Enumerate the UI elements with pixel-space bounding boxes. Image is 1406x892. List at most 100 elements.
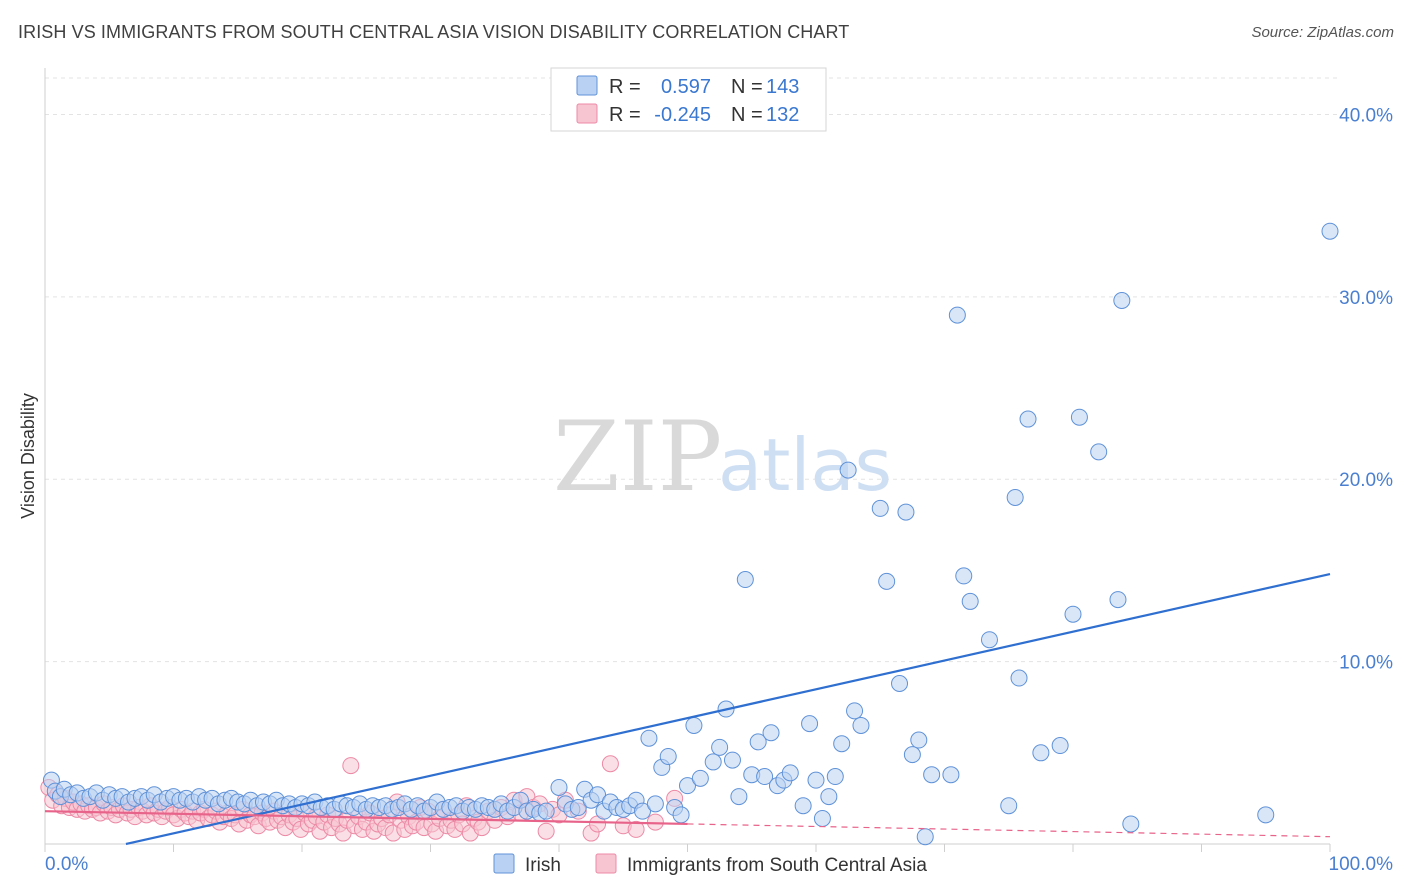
series-legend-swatch-asia <box>595 853 617 874</box>
asia-point-129 <box>601 755 619 773</box>
y-tick-label-3: 40.0% <box>1339 105 1393 126</box>
legend-swatch-irish <box>576 75 598 96</box>
legend-swatch-asia <box>576 103 598 124</box>
legend-n-value-asia: 132 <box>766 104 799 126</box>
irish-point-92 <box>634 802 652 820</box>
irish-point-142 <box>1032 744 1050 762</box>
series-irish-points <box>42 222 1339 846</box>
x-tick-labels: 0.0% 100.0% <box>45 854 1393 875</box>
irish-point-144 <box>1064 605 1082 623</box>
trend-lines <box>44 573 1331 846</box>
irish-point-141 <box>1019 410 1037 428</box>
irish-point-128 <box>897 503 915 521</box>
legend-r-value-irish: 0.597 <box>661 76 711 98</box>
axes <box>44 68 1331 852</box>
irish-point-145 <box>1070 408 1088 426</box>
irish-point-143 <box>1051 737 1069 755</box>
irish-point-109 <box>749 733 767 751</box>
series-legend-label-irish: Irish <box>525 855 561 876</box>
irish-point-149 <box>1122 815 1140 833</box>
irish-point-131 <box>916 828 934 846</box>
irish-point-100 <box>685 716 703 734</box>
asia-trend-line-dashed <box>687 823 1331 838</box>
irish-point-103 <box>711 738 729 756</box>
irish-point-118 <box>813 809 831 827</box>
legend-n-label-asia: N = <box>731 104 763 126</box>
asia-point-78 <box>342 757 360 775</box>
irish-point-150 <box>1257 806 1275 824</box>
legend-r-label-asia: R = <box>609 104 641 126</box>
asia-point-131 <box>627 820 645 838</box>
watermark: ZIP atlas <box>553 401 892 513</box>
legend-r-value-asia: -0.245 <box>654 104 711 126</box>
irish-point-123 <box>846 702 864 720</box>
irish-point-138 <box>1000 797 1018 815</box>
irish-point-139 <box>1006 488 1024 506</box>
legend-n-value-irish: 143 <box>766 76 799 98</box>
irish-point-137 <box>980 631 998 649</box>
asia-point-122 <box>537 822 555 840</box>
irish-point-116 <box>801 715 819 733</box>
irish-point-133 <box>942 766 960 784</box>
x-tick-label-0: 0.0% <box>45 854 88 875</box>
irish-point-110 <box>756 768 774 786</box>
chart-title: IRISH VS IMMIGRANTS FROM SOUTH CENTRAL A… <box>18 22 850 42</box>
irish-point-132 <box>923 766 941 784</box>
irish-point-111 <box>762 724 780 742</box>
irish-point-147 <box>1109 591 1127 609</box>
irish-point-125 <box>871 499 889 517</box>
irish-point-148 <box>1113 292 1131 310</box>
x-tick-label-1: 100.0% <box>1329 854 1394 875</box>
legend-n-label-irish: N = <box>731 76 763 98</box>
irish-point-101 <box>691 769 709 787</box>
irish-point-119 <box>820 788 838 806</box>
series-legend-swatch-irish <box>493 853 515 874</box>
irish-point-129 <box>903 746 921 764</box>
irish-point-93 <box>640 729 658 747</box>
asia-trend-line <box>44 810 688 826</box>
irish-point-106 <box>730 788 748 806</box>
irish-point-96 <box>659 747 677 765</box>
irish-point-99 <box>679 777 696 795</box>
irish-point-126 <box>878 572 896 590</box>
watermark-atlas: atlas <box>718 423 892 507</box>
irish-point-85 <box>589 786 607 804</box>
irish-point-79 <box>550 778 568 796</box>
series-legend-label-asia: Immigrants from South Central Asia <box>627 855 927 876</box>
irish-point-122 <box>839 461 857 479</box>
irish-point-134 <box>948 306 966 324</box>
irish-point-98 <box>672 806 690 824</box>
irish-point-120 <box>826 768 844 786</box>
y-tick-label-1: 20.0% <box>1339 470 1393 491</box>
irish-point-82 <box>569 799 587 817</box>
irish-point-124 <box>852 716 870 734</box>
irish-point-104 <box>723 751 741 769</box>
irish-point-115 <box>794 797 812 815</box>
irish-point-151 <box>1321 222 1339 240</box>
series-legend: Irish Immigrants from South Central Asia <box>493 853 927 876</box>
y-axis-label: Vision Disability <box>18 393 38 519</box>
irish-point-127 <box>891 675 909 693</box>
irish-point-107 <box>736 571 754 589</box>
grid-lines <box>45 77 1340 663</box>
irish-point-135 <box>955 567 973 585</box>
correlation-legend: R = 0.597 N = 143 R = -0.245 N = 132 <box>550 67 827 132</box>
irish-point-114 <box>781 764 799 782</box>
y-tick-label-0: 10.0% <box>1339 653 1393 674</box>
irish-point-121 <box>833 735 851 753</box>
irish-point-146 <box>1090 443 1108 461</box>
y-tick-label-2: 30.0% <box>1339 288 1393 309</box>
irish-point-94 <box>646 795 664 813</box>
irish-point-117 <box>807 771 825 789</box>
watermark-zip: ZIP <box>553 401 722 513</box>
source-credit: Source: ZipAtlas.com <box>1251 24 1394 41</box>
irish-point-78 <box>537 802 555 820</box>
irish-point-130 <box>910 731 928 749</box>
irish-trend-line <box>125 573 1331 846</box>
irish-point-136 <box>961 592 979 610</box>
y-tick-labels: 10.0% 20.0% 30.0% 40.0% <box>1339 105 1393 673</box>
irish-point-102 <box>704 753 722 771</box>
legend-r-label-irish: R = <box>609 76 641 98</box>
irish-point-140 <box>1010 669 1028 687</box>
